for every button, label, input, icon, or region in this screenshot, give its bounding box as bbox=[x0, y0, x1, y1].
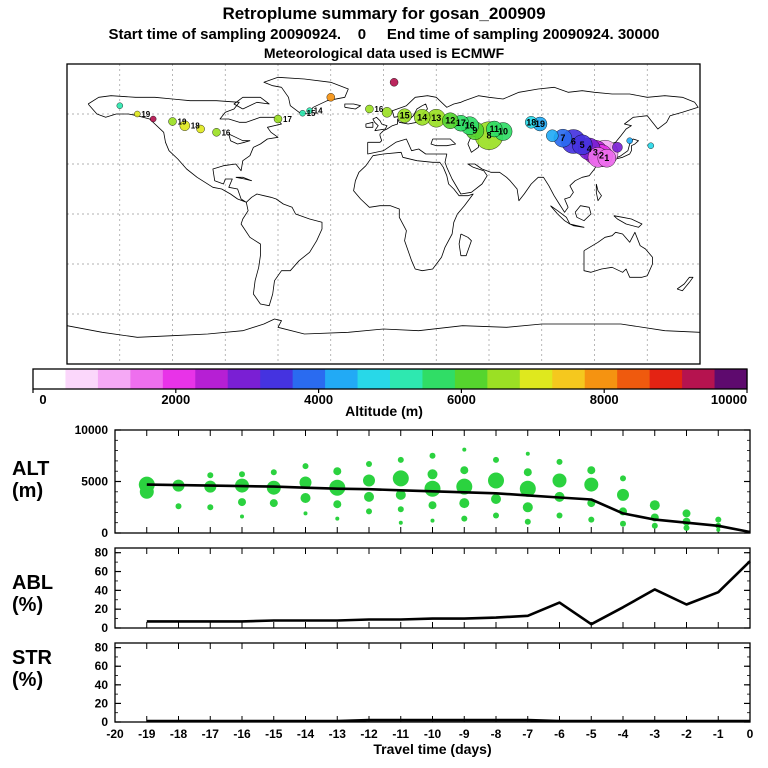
svg-text:60: 60 bbox=[95, 565, 109, 579]
svg-text:14: 14 bbox=[314, 107, 323, 116]
svg-text:9: 9 bbox=[472, 126, 477, 136]
svg-text:-18: -18 bbox=[170, 727, 188, 741]
str-panel: 0 20 40 60 80 bbox=[95, 641, 751, 729]
svg-text:19: 19 bbox=[141, 110, 150, 119]
svg-text:18: 18 bbox=[191, 122, 200, 131]
svg-text:-8: -8 bbox=[491, 727, 502, 741]
svg-text:6000: 6000 bbox=[447, 392, 476, 407]
svg-text:-2: -2 bbox=[681, 727, 692, 741]
svg-text:19: 19 bbox=[178, 118, 187, 127]
svg-text:3: 3 bbox=[593, 147, 598, 157]
svg-text:18: 18 bbox=[526, 117, 536, 127]
alt-axis-label: ALT (m) bbox=[12, 458, 49, 502]
svg-text:16: 16 bbox=[374, 105, 383, 114]
alt-axis-label-line2: (m) bbox=[12, 480, 44, 502]
svg-text:-10: -10 bbox=[424, 727, 442, 741]
abl-axis-label-line1: ABL bbox=[12, 572, 54, 594]
x-axis-title: Travel time (days) bbox=[373, 741, 492, 757]
svg-text:-17: -17 bbox=[202, 727, 220, 741]
met-data-line: Meteorological data used is ECMWF bbox=[263, 45, 505, 61]
abl-axis-label: ABL (%) bbox=[12, 572, 53, 616]
svg-text:11: 11 bbox=[490, 124, 500, 134]
colorbar-label: Altitude (m) bbox=[345, 403, 423, 419]
sampling-times-line: Start time of sampling 20090924. 0 End t… bbox=[108, 26, 660, 43]
svg-text:0: 0 bbox=[101, 621, 108, 635]
svg-text:0: 0 bbox=[101, 715, 108, 729]
svg-text:-16: -16 bbox=[233, 727, 251, 741]
svg-text:60: 60 bbox=[95, 659, 109, 673]
alt-axis-label-line1: ALT bbox=[12, 458, 50, 480]
svg-text:-20: -20 bbox=[106, 727, 124, 741]
svg-text:-6: -6 bbox=[554, 727, 565, 741]
svg-text:0: 0 bbox=[101, 526, 108, 540]
svg-text:13: 13 bbox=[431, 113, 441, 123]
svg-text:-11: -11 bbox=[392, 727, 409, 741]
abl-axis-label-line2: (%) bbox=[12, 594, 44, 616]
svg-text:20: 20 bbox=[95, 602, 109, 616]
svg-text:5: 5 bbox=[580, 140, 585, 150]
svg-text:12: 12 bbox=[445, 116, 455, 126]
svg-text:2000: 2000 bbox=[161, 392, 190, 407]
svg-text:-13: -13 bbox=[329, 727, 347, 741]
svg-text:80: 80 bbox=[95, 546, 109, 560]
svg-text:5000: 5000 bbox=[81, 475, 108, 489]
svg-text:-1: -1 bbox=[713, 727, 724, 741]
alt-panel: 0 5000 10000 bbox=[75, 423, 751, 540]
svg-text:-5: -5 bbox=[586, 727, 597, 741]
str-axis-label-line2: (%) bbox=[12, 669, 44, 691]
svg-text:-7: -7 bbox=[522, 727, 533, 741]
x-axis-tick-labels: -20 -19 -18 -17 -16 -15 -14 -13 -12 -11 -10 -9 -8 -7-… bbox=[106, 727, 753, 741]
svg-text:6: 6 bbox=[571, 137, 576, 147]
svg-text:14: 14 bbox=[417, 112, 427, 122]
svg-text:1: 1 bbox=[604, 153, 609, 163]
svg-text:20: 20 bbox=[95, 696, 109, 710]
svg-text:-19: -19 bbox=[138, 727, 156, 741]
svg-text:16: 16 bbox=[465, 121, 475, 131]
svg-text:7: 7 bbox=[560, 133, 565, 143]
svg-text:10000: 10000 bbox=[711, 392, 747, 407]
svg-text:40: 40 bbox=[95, 583, 109, 597]
svg-text:0: 0 bbox=[39, 392, 46, 407]
str-axis-label-line1: STR bbox=[12, 647, 52, 669]
svg-text:17: 17 bbox=[456, 118, 466, 128]
svg-text:19: 19 bbox=[535, 119, 545, 129]
svg-text:15: 15 bbox=[400, 111, 410, 121]
svg-text:16: 16 bbox=[221, 128, 230, 137]
colorbar: 0 2000 4000 6000 8000 10000 bbox=[32, 368, 748, 407]
svg-text:4: 4 bbox=[587, 144, 592, 154]
svg-text:15: 15 bbox=[307, 109, 316, 118]
str-axis-label: STR (%) bbox=[12, 647, 52, 691]
svg-text:8: 8 bbox=[486, 131, 491, 141]
abl-panel: 0 20 40 60 80 bbox=[95, 546, 751, 635]
svg-text:17: 17 bbox=[283, 115, 292, 124]
svg-text:10: 10 bbox=[498, 127, 508, 137]
svg-text:0: 0 bbox=[747, 727, 754, 741]
svg-text:-3: -3 bbox=[649, 727, 660, 741]
svg-text:-12: -12 bbox=[360, 727, 378, 741]
svg-text:4000: 4000 bbox=[304, 392, 333, 407]
svg-text:2: 2 bbox=[599, 151, 604, 161]
svg-text:-4: -4 bbox=[618, 727, 629, 741]
svg-text:10000: 10000 bbox=[75, 423, 109, 437]
svg-text:40: 40 bbox=[95, 678, 109, 692]
svg-text:8000: 8000 bbox=[590, 392, 619, 407]
world-map bbox=[66, 63, 701, 365]
svg-text:-15: -15 bbox=[265, 727, 283, 741]
svg-text:-14: -14 bbox=[297, 727, 315, 741]
svg-text:80: 80 bbox=[95, 641, 109, 655]
svg-text:-9: -9 bbox=[459, 727, 470, 741]
figure-title: Retroplume summary for gosan_200909 bbox=[222, 4, 546, 23]
